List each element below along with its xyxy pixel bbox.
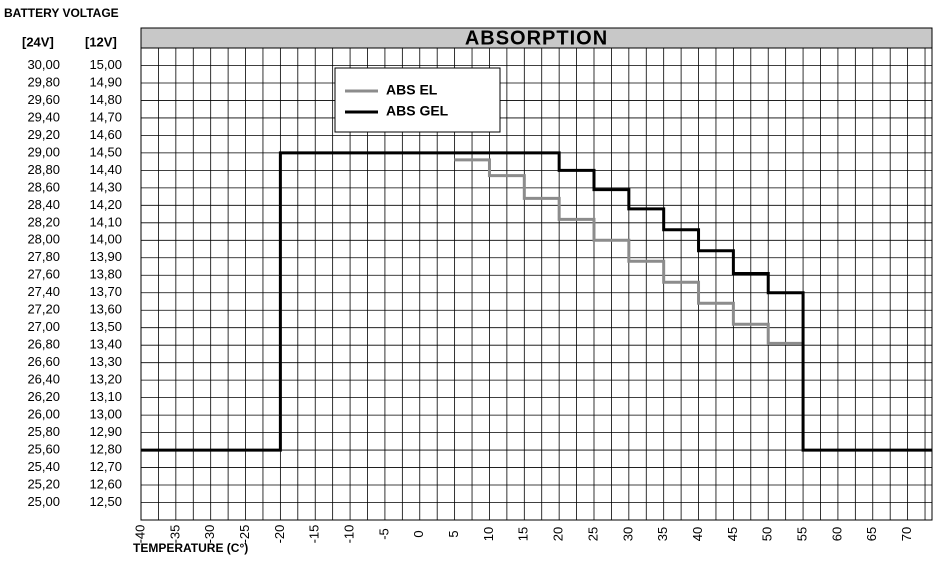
y-tick-label: 13,80 (89, 267, 122, 282)
y2-tick-label: 28,00 (27, 232, 60, 247)
x-tick-label: 5 (446, 530, 461, 537)
y-tick-label: 13,10 (89, 389, 122, 404)
y2-tick-label: 25,60 (27, 442, 60, 457)
y2-tick-label: 26,60 (27, 354, 60, 369)
x-tick-label: -40 (132, 525, 147, 544)
x-tick-label: -15 (307, 525, 322, 544)
plot-area (140, 47, 933, 521)
x-tick-label: -10 (342, 525, 357, 544)
y-tick-label: 14,00 (89, 232, 122, 247)
y-tick-label: 13,40 (89, 337, 122, 352)
x-tick-label: 50 (760, 527, 775, 541)
y-tick-label: 14,30 (89, 179, 122, 194)
chart-title: ABSORPTION (465, 27, 608, 49)
legend-label: ABS GEL (386, 103, 449, 119)
y-title: BATTERY VOLTAGE (4, 6, 119, 20)
y-tick-label: 13,30 (89, 354, 122, 369)
x-tick-label: 15 (516, 527, 531, 541)
y-tick-label: 13,20 (89, 372, 122, 387)
y-tick-label: 12,60 (89, 476, 122, 491)
x-tick-label: -5 (376, 528, 391, 540)
y-tick-label: 13,60 (89, 302, 122, 317)
y2-tick-label: 29,60 (27, 92, 60, 107)
y2-tick-label: 27,80 (27, 249, 60, 264)
y2-tick-label: 29,40 (27, 109, 60, 124)
x-tick-label: 40 (690, 527, 705, 541)
y2-tick-label: 25,80 (27, 424, 60, 439)
y-tick-label: 12,70 (89, 459, 122, 474)
y2-tick-label: 29,80 (27, 74, 60, 89)
y2-tick-label: 27,00 (27, 319, 60, 334)
y2-tick-label: 27,60 (27, 267, 60, 282)
y2-tick-label: 25,20 (27, 476, 60, 491)
y2-tick-label: 26,80 (27, 337, 60, 352)
y-tick-label: 14,80 (89, 92, 122, 107)
y2-tick-label: 26,40 (27, 372, 60, 387)
x-tick-label: 35 (655, 527, 670, 541)
y-label: [12V] (85, 34, 117, 49)
y-tick-label: 14,50 (89, 144, 122, 159)
y-tick-label: 13,00 (89, 407, 122, 422)
x-tick-label: 65 (864, 527, 879, 541)
y-tick-label: 13,50 (89, 319, 122, 334)
y-tick-label: 15,00 (89, 57, 122, 72)
y2-tick-label: 25,40 (27, 459, 60, 474)
y-tick-label: 14,60 (89, 127, 122, 142)
y2-tick-label: 26,00 (27, 407, 60, 422)
x-tick-label: 20 (551, 527, 566, 541)
y2-tick-label: 25,00 (27, 494, 60, 509)
series-line (141, 151, 932, 452)
x-tick-label: -30 (202, 525, 217, 544)
y2-tick-label: 29,00 (27, 144, 60, 159)
y2-tick-label: 27,40 (27, 284, 60, 299)
y-tick-label: 12,50 (89, 494, 122, 509)
y-tick-label: 14,20 (89, 197, 122, 212)
y2-tick-label: 28,20 (27, 214, 60, 229)
x-tick-label: 25 (585, 527, 600, 541)
x-tick-label: 60 (829, 527, 844, 541)
x-label: TEMPERATURE (C°) (133, 541, 248, 555)
x-tick-label: -35 (167, 525, 182, 544)
x-tick-label: 70 (899, 527, 914, 541)
y2-label: [24V] (22, 34, 54, 49)
y2-tick-label: 28,80 (27, 162, 60, 177)
y2-tick-label: 28,60 (27, 179, 60, 194)
x-tick-label: -20 (272, 525, 287, 544)
x-tick-label: 30 (620, 527, 635, 541)
y-tick-label: 14,70 (89, 109, 122, 124)
y2-tick-label: 27,20 (27, 302, 60, 317)
y2-tick-label: 28,40 (27, 197, 60, 212)
y-tick-label: 14,10 (89, 214, 122, 229)
y-tick-label: 12,80 (89, 442, 122, 457)
x-tick-label: 0 (411, 530, 426, 537)
y-tick-label: 13,70 (89, 284, 122, 299)
x-tick-label: 10 (481, 527, 496, 541)
legend-box (334, 67, 501, 133)
y-tick-label: 12,90 (89, 424, 122, 439)
y2-tick-label: 29,20 (27, 127, 60, 142)
x-tick-label: 55 (795, 527, 810, 541)
y-tick-label: 13,90 (89, 249, 122, 264)
y2-tick-label: 26,20 (27, 389, 60, 404)
x-tick-label: 45 (725, 527, 740, 541)
y-tick-label: 14,90 (89, 74, 122, 89)
y-tick-label: 14,40 (89, 162, 122, 177)
x-tick-label: -25 (237, 525, 252, 544)
series-line (454, 158, 804, 345)
legend-label: ABS EL (386, 82, 438, 98)
y2-tick-label: 30,00 (27, 57, 60, 72)
